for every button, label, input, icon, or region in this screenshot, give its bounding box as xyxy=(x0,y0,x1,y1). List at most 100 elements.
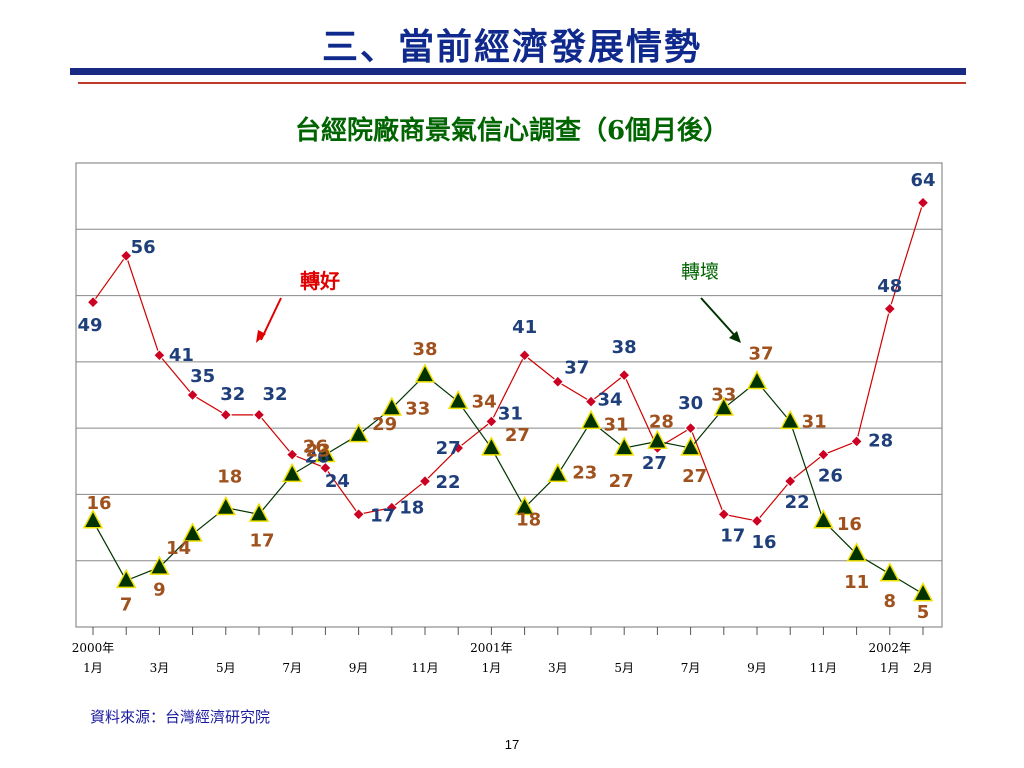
point-bad xyxy=(846,542,867,562)
point-bad xyxy=(315,442,336,463)
data-label-good: 17 xyxy=(370,505,395,526)
point-good xyxy=(451,441,465,455)
data-label-bad: 18 xyxy=(217,467,242,488)
point-bad xyxy=(613,436,635,456)
data-label-good: 27 xyxy=(436,438,461,459)
data-label-good: 49 xyxy=(77,315,102,336)
point-good xyxy=(418,474,432,488)
point-bad xyxy=(447,389,469,410)
data-label-bad: 16 xyxy=(837,514,862,535)
point-good xyxy=(319,461,332,475)
data-label-good: 48 xyxy=(877,276,902,297)
data-label-bad: 29 xyxy=(372,414,397,435)
data-label-bad: 38 xyxy=(412,339,437,360)
data-label-bad: 37 xyxy=(748,344,773,365)
point-bad xyxy=(149,555,170,575)
x-month-label: 1月 xyxy=(880,661,900,675)
point-good xyxy=(584,395,598,408)
source-note: 資料來源：台灣經濟研究院 xyxy=(90,708,271,726)
data-label-bad: 28 xyxy=(649,411,674,432)
point-good xyxy=(485,415,498,428)
data-label-bad: 11 xyxy=(844,572,869,593)
data-label-bad: 23 xyxy=(572,463,597,484)
point-bad xyxy=(182,522,203,542)
data-label-good: 37 xyxy=(564,358,589,379)
data-label-good: 30 xyxy=(678,393,703,414)
data-label-good: 31 xyxy=(498,404,523,425)
data-label-bad: 18 xyxy=(516,510,541,531)
data-label-good: 26 xyxy=(305,447,330,468)
data-label-good: 17 xyxy=(720,525,745,546)
plot-area xyxy=(75,162,943,628)
x-month-label: 9月 xyxy=(747,661,767,675)
data-label-good: 26 xyxy=(818,466,843,487)
data-label-good: 22 xyxy=(785,492,810,513)
point-good xyxy=(219,408,233,422)
data-label-bad: 14 xyxy=(166,538,191,559)
point-good xyxy=(551,375,565,388)
data-label-bad: 26 xyxy=(303,437,328,458)
point-good xyxy=(119,249,133,263)
x-month-label: 3月 xyxy=(548,661,568,675)
data-label-bad: 8 xyxy=(884,591,897,612)
data-label-good: 35 xyxy=(190,366,215,387)
data-label-good: 28 xyxy=(868,430,893,451)
point-good xyxy=(717,508,731,521)
point-bad xyxy=(680,436,701,456)
data-label-bad: 16 xyxy=(86,493,111,514)
point-bad xyxy=(514,495,535,516)
data-label-bad: 34 xyxy=(472,392,497,413)
point-bad xyxy=(879,562,901,582)
title-rule-thin xyxy=(78,82,966,84)
legend-label-good: 轉好 xyxy=(300,269,340,293)
x-year-label: 2000年 xyxy=(72,641,115,655)
point-good xyxy=(883,302,897,316)
point-good xyxy=(352,508,365,521)
x-month-label: 3月 xyxy=(150,661,170,675)
data-label-good: 56 xyxy=(131,237,156,258)
arrow-bad-icon xyxy=(700,297,738,339)
point-bad xyxy=(281,462,303,483)
data-label-bad: 31 xyxy=(603,415,628,436)
point-good xyxy=(783,474,797,488)
x-month-label: 9月 xyxy=(349,661,369,675)
point-bad xyxy=(912,582,934,602)
data-label-good: 38 xyxy=(612,337,637,358)
data-label-good: 32 xyxy=(220,384,245,405)
line-chart: 2000年 1月 3月 5月 7月 9月 11月 2001年 1月 3月 5月 7月 9月 11月 2002… xyxy=(72,162,943,675)
data-label-good: 41 xyxy=(512,317,537,338)
x-month-label: 11月 xyxy=(411,661,438,675)
series-markers xyxy=(82,196,934,602)
x-month-label: 1月 xyxy=(482,661,502,675)
data-label-bad: 33 xyxy=(405,398,430,419)
x-year-label: 2001年 xyxy=(470,641,513,655)
x-axis: 2000年 1月 3月 5月 7月 9月 11月 2001年 1月 3月 5月 7月 9月 11月 2002… xyxy=(72,627,933,675)
x-month-label: 1月 xyxy=(83,661,103,675)
data-label-good: 22 xyxy=(435,472,460,493)
point-bad xyxy=(248,502,270,522)
point-bad xyxy=(115,568,137,589)
point-bad xyxy=(348,422,369,443)
point-good xyxy=(684,421,697,435)
data-label-bad: 5 xyxy=(917,602,930,623)
point-bad xyxy=(713,396,735,416)
point-good xyxy=(285,448,299,461)
point-bad xyxy=(481,436,502,456)
point-bad xyxy=(813,509,834,529)
data-label-bad: 7 xyxy=(120,595,133,616)
gridlines xyxy=(76,228,942,562)
data-label-bad: 9 xyxy=(153,579,166,600)
data-label-good: 64 xyxy=(910,170,935,191)
annotations: 轉好 轉壞 xyxy=(256,261,741,343)
point-good xyxy=(385,501,399,514)
data-label-bad: 27 xyxy=(609,471,634,492)
point-bad xyxy=(82,509,104,529)
point-good xyxy=(252,408,266,422)
point-good xyxy=(750,514,764,528)
point-good xyxy=(916,196,930,209)
arrowhead-good-icon xyxy=(256,330,266,343)
point-good xyxy=(817,448,830,461)
x-month-label: 7月 xyxy=(282,661,302,675)
x-month-label: 7月 xyxy=(681,661,701,675)
title-rule-thick xyxy=(70,68,966,75)
